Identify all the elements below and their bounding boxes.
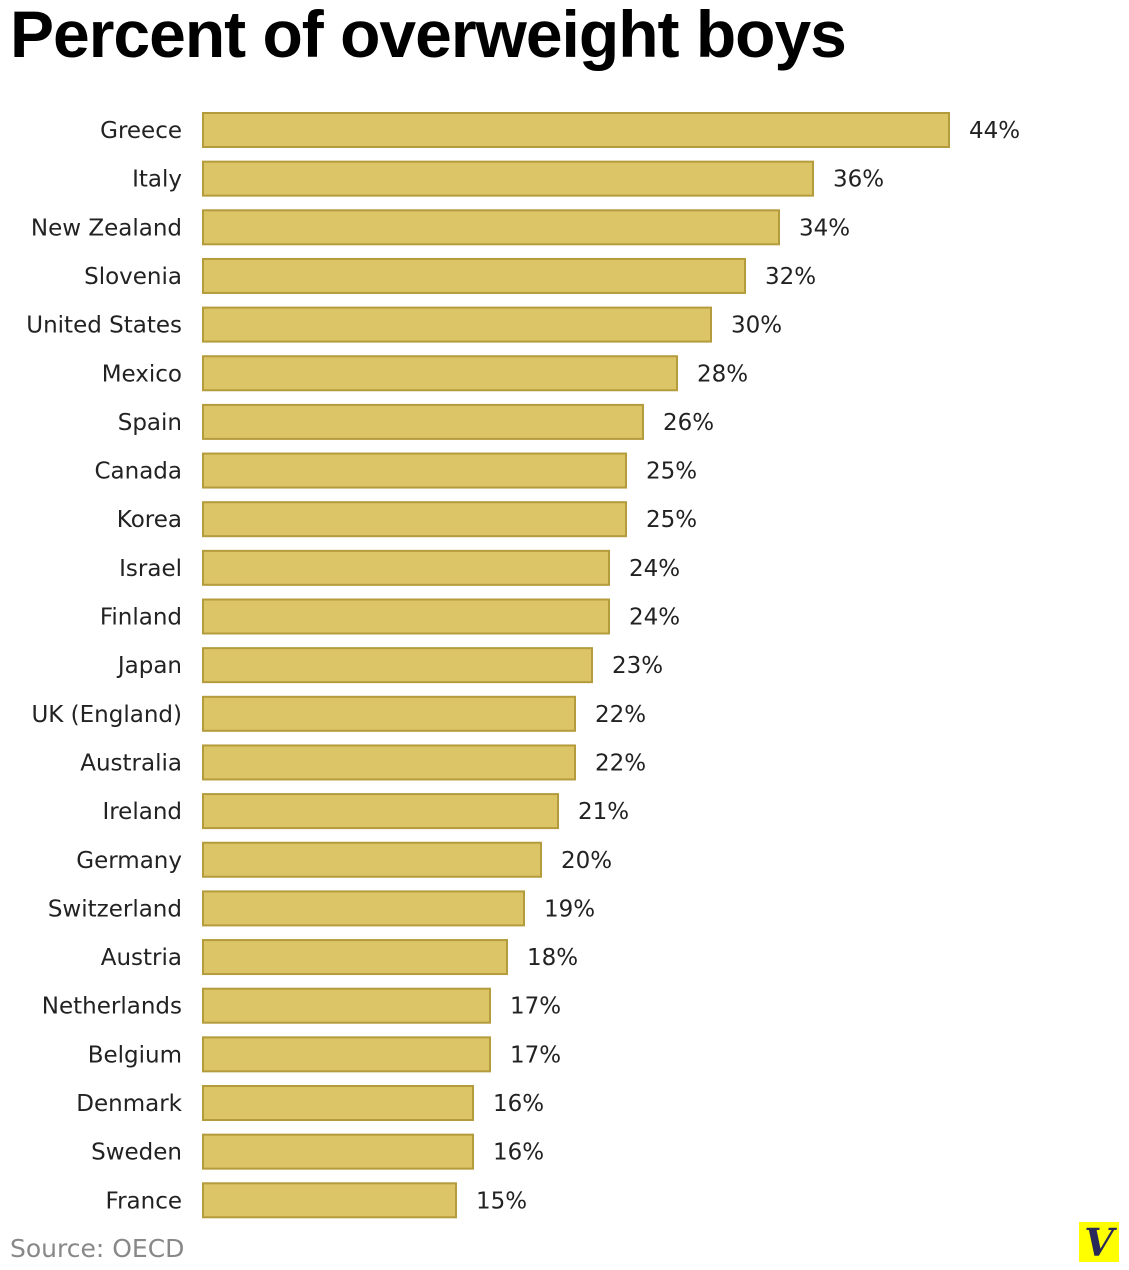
- category-label: Italy: [132, 167, 182, 193]
- category-label: UK (England): [31, 702, 182, 728]
- value-label: 24%: [629, 605, 680, 631]
- value-label: 22%: [595, 702, 646, 728]
- bar-switzerland: [202, 890, 525, 927]
- category-label: Finland: [100, 605, 182, 631]
- category-label: France: [106, 1188, 182, 1214]
- category-label: Slovenia: [84, 264, 182, 290]
- category-label: Germany: [76, 848, 182, 874]
- category-label: Mexico: [102, 361, 182, 387]
- value-label: 28%: [697, 361, 748, 387]
- bar-ireland: [202, 793, 559, 830]
- bar-israel: [202, 549, 610, 586]
- value-label: 34%: [799, 215, 850, 241]
- bar-mexico: [202, 355, 678, 392]
- value-label: 19%: [544, 896, 595, 922]
- category-label: Ireland: [102, 799, 182, 825]
- value-label: 18%: [527, 945, 578, 971]
- bar-belgium: [202, 1036, 491, 1073]
- category-label: Korea: [117, 507, 182, 533]
- vox-logo: V: [1079, 1220, 1119, 1265]
- category-label: Switzerland: [48, 896, 182, 922]
- bar-uk-england-: [202, 695, 576, 732]
- value-label: 23%: [612, 653, 663, 679]
- category-label: Denmark: [76, 1091, 182, 1117]
- value-label: 32%: [765, 264, 816, 290]
- category-label: Belgium: [88, 1042, 182, 1068]
- bar-finland: [202, 598, 610, 635]
- bar-slovenia: [202, 257, 746, 294]
- category-label: Sweden: [91, 1140, 182, 1166]
- value-label: 26%: [663, 410, 714, 436]
- bar-france: [202, 1182, 457, 1219]
- category-label: Canada: [94, 459, 182, 485]
- category-label: United States: [26, 313, 182, 339]
- value-label: 22%: [595, 750, 646, 776]
- source-note: Source: OECD: [10, 1234, 185, 1263]
- value-label: 25%: [646, 507, 697, 533]
- bar-chart: Greece 44% Italy 36% New Zealand 34% Slovenia 3…: [26, 112, 1020, 1219]
- bar-australia: [202, 744, 576, 781]
- category-label: Australia: [80, 750, 182, 776]
- value-label: 30%: [731, 313, 782, 339]
- category-label: Netherlands: [42, 994, 182, 1020]
- bar-italy: [202, 160, 814, 197]
- category-label: Austria: [101, 945, 182, 971]
- category-label: Israel: [119, 556, 182, 582]
- bar-denmark: [202, 1085, 474, 1121]
- bar-korea: [202, 501, 627, 538]
- value-label: 16%: [493, 1140, 544, 1166]
- chart-title: Percent of overweight boys: [10, 0, 847, 71]
- bar-austria: [202, 939, 508, 976]
- value-label: 17%: [510, 994, 561, 1020]
- bar-new-zealand: [202, 209, 780, 246]
- bar-germany: [202, 841, 542, 878]
- bar-japan: [202, 647, 593, 684]
- value-label: 21%: [578, 799, 629, 825]
- category-label: Japan: [116, 653, 182, 679]
- value-label: 36%: [833, 167, 884, 193]
- value-label: 20%: [561, 848, 612, 874]
- value-label: 25%: [646, 459, 697, 485]
- value-label: 16%: [493, 1091, 544, 1117]
- value-label: 24%: [629, 556, 680, 582]
- value-label: 44%: [969, 118, 1020, 144]
- bar-sweden: [202, 1133, 474, 1170]
- value-label: 17%: [510, 1042, 561, 1068]
- category-label: Greece: [100, 118, 182, 144]
- bar-spain: [202, 403, 644, 440]
- bar-netherlands: [202, 987, 491, 1024]
- category-label: New Zealand: [31, 215, 182, 241]
- bar-canada: [202, 452, 627, 489]
- bar-united-states: [202, 306, 712, 343]
- bar-greece: [202, 112, 950, 148]
- value-label: 15%: [476, 1188, 527, 1214]
- category-label: Spain: [118, 410, 182, 436]
